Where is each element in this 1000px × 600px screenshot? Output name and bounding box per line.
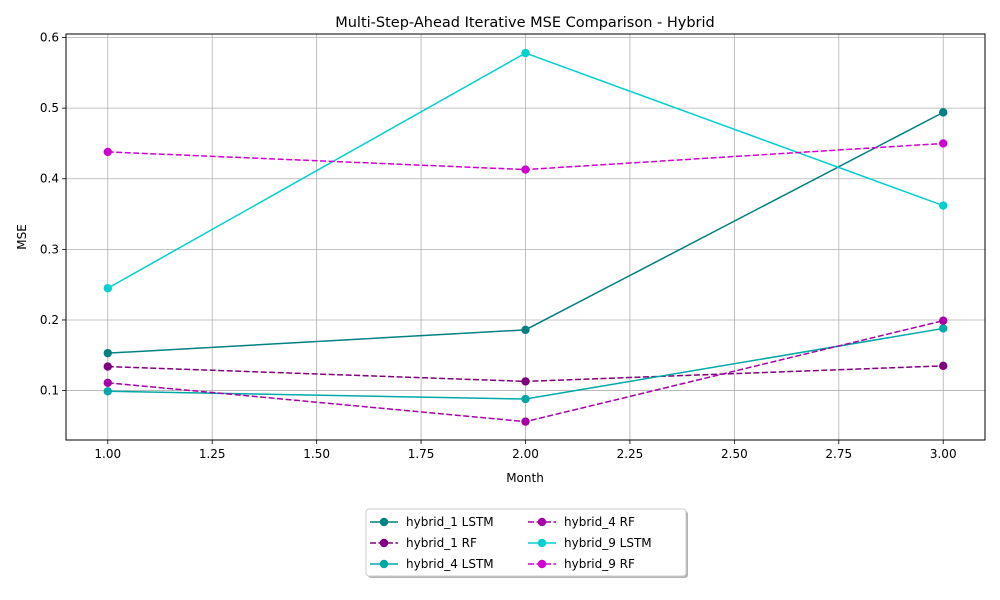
data-point (103, 378, 112, 388)
data-point (103, 283, 112, 293)
series-hybrid-9-lstm (103, 48, 948, 293)
y-tick-label: 0.5 (40, 101, 59, 115)
data-point (939, 316, 948, 325)
series-hybrid-9-rf (103, 139, 948, 174)
series-layer (103, 48, 948, 426)
grid (66, 34, 985, 440)
x-tick-label: 1.50 (303, 447, 330, 461)
data-point (521, 325, 530, 335)
legend-item: hybrid_4 LSTM (370, 557, 494, 571)
legend-swatch-marker (379, 559, 389, 569)
y-tick-label: 0.6 (40, 31, 59, 45)
data-point (103, 387, 112, 396)
legend-swatch-marker (537, 517, 547, 527)
data-point (103, 348, 112, 358)
x-axis: 1.00 1.25 1.50 1.75 2.00 2.25 2.50 2.75 3.00 (94, 440, 957, 461)
legend-item: hybrid_1 RF (370, 536, 477, 550)
legend-item: hybrid_9 LSTM (528, 536, 652, 550)
x-tick-label: 2.50 (721, 447, 748, 461)
y-axis-label: MSE (15, 224, 29, 250)
data-point (521, 394, 530, 404)
x-tick-label: 3.00 (930, 447, 957, 461)
data-point (521, 377, 530, 386)
legend-label: hybrid_1 LSTM (406, 515, 494, 529)
data-point (939, 324, 948, 333)
data-point (521, 417, 530, 426)
series-hybrid-4-rf (103, 316, 948, 426)
legend-label: hybrid_9 RF (564, 557, 635, 571)
x-tick-label: 1.00 (94, 447, 121, 461)
data-point (103, 362, 112, 371)
legend-label: hybrid_4 RF (564, 515, 635, 529)
x-tick-label: 1.25 (199, 447, 226, 461)
y-tick-label: 0.4 (40, 172, 59, 186)
chart-title: Multi-Step-Ahead Iterative MSE Compariso… (335, 15, 715, 31)
legend-swatch-marker (379, 517, 389, 527)
legend-box (365, 508, 687, 577)
legend-swatch-marker (537, 538, 547, 548)
legend-label: hybrid_4 LSTM (406, 557, 494, 571)
data-point (521, 48, 530, 58)
x-tick-label: 2.25 (617, 447, 644, 461)
legend-swatch-marker (537, 559, 547, 569)
x-tick-label: 2.75 (825, 447, 852, 461)
legend-item: hybrid_4 RF (528, 515, 635, 529)
data-point (521, 165, 530, 174)
x-tick-label: 2.00 (512, 447, 539, 461)
data-point (939, 201, 948, 210)
legend-item: hybrid_1 LSTM (370, 515, 494, 529)
data-point (939, 108, 948, 117)
legend-label: hybrid_9 LSTM (564, 536, 652, 550)
series-hybrid-4-lstm (103, 324, 948, 404)
series-hybrid-1-lstm (103, 108, 948, 358)
legend-swatch-marker (379, 538, 389, 548)
x-tick-label: 1.75 (408, 447, 435, 461)
series-hybrid-1-rf (103, 361, 948, 386)
legend-item: hybrid_9 RF (528, 557, 635, 571)
y-tick-label: 0.2 (40, 313, 59, 327)
data-point (939, 361, 948, 371)
data-point (103, 147, 112, 157)
y-axis: 0.1 0.2 0.3 0.4 0.5 0.6 (40, 31, 66, 398)
data-point (939, 139, 948, 148)
y-tick-label: 0.3 (40, 242, 59, 256)
x-axis-label: Month (506, 471, 544, 485)
legend: hybrid_1 LSTM hybrid_1 RF hybrid_4 LSTM hyb… (365, 508, 688, 578)
y-tick-label: 0.1 (40, 384, 59, 398)
legend-label: hybrid_1 RF (406, 536, 477, 550)
